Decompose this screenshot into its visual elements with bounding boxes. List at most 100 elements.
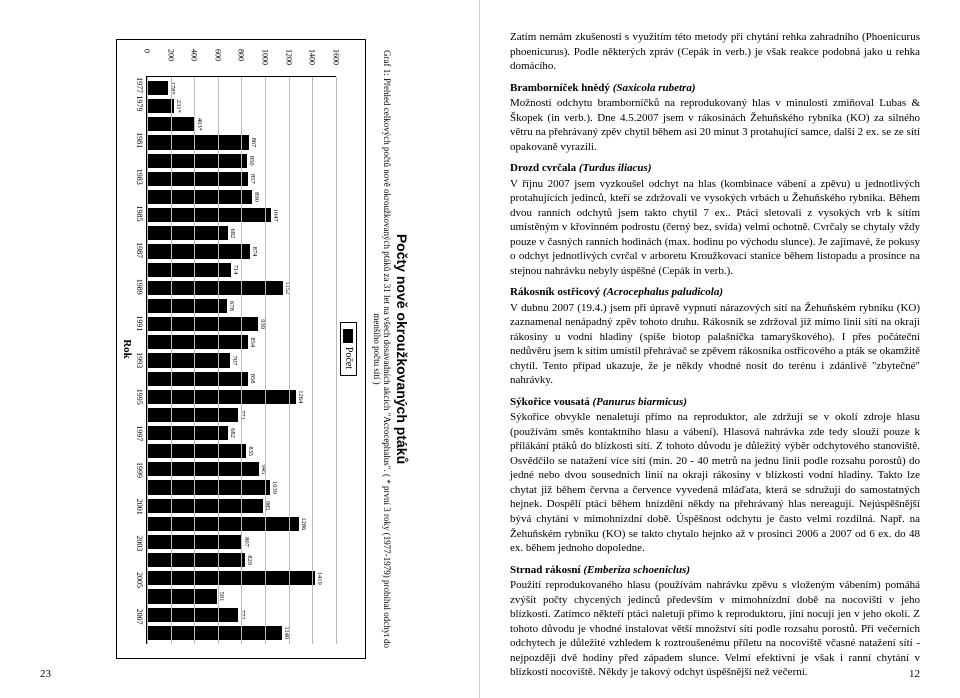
bar-value-label: 714	[233, 265, 240, 275]
x-tick	[135, 113, 146, 131]
page-number-left: 23	[40, 668, 51, 680]
bar-value-label: 867	[251, 138, 258, 148]
species-heading: Strnad rákosní (Emberiza schoeniclus)	[510, 563, 920, 578]
bar-value-label: 1419	[316, 572, 323, 585]
bar-value-label: 591	[218, 592, 225, 602]
x-axis-label: Rok	[121, 50, 133, 648]
x-axis: 1977197919811983198519871989199119931995…	[135, 76, 146, 644]
species-latin-name: (Panurus biarmicus)	[593, 396, 687, 408]
bar-value-label: 678	[229, 301, 236, 311]
page-left: Počty nově okroužkovaných ptáků Graf 1: …	[0, 0, 480, 698]
x-tick: 1985	[135, 204, 146, 222]
x-tick: 1981	[135, 131, 146, 149]
species-common-name: Rákosník ostřicový	[510, 286, 603, 298]
bar-value-label: 231*	[176, 100, 183, 113]
bar	[147, 172, 248, 186]
bar-value-label: 835	[247, 446, 254, 456]
bar-value-label: 807	[244, 537, 251, 547]
bar-value-label: 854	[249, 337, 256, 347]
y-tick: 1600	[332, 49, 341, 65]
bar	[147, 81, 168, 95]
species-body: Možnosti odchytu bramborníčků na reprodu…	[510, 96, 920, 154]
x-tick	[135, 553, 146, 571]
species-body: V říjnu 2007 jsem vyzkoušel odchyt na hl…	[510, 177, 920, 279]
bar-value-label: 890	[254, 192, 261, 202]
bar	[147, 444, 246, 458]
bar	[147, 335, 248, 349]
page-number-right: 12	[909, 668, 920, 680]
x-tick: 1987	[135, 241, 146, 259]
x-tick	[135, 443, 146, 461]
plot-area: 178*231*403*8678508578901047682874714115…	[146, 76, 336, 644]
bar	[147, 281, 283, 295]
x-tick: 2003	[135, 534, 146, 552]
species-body: Sýkořice obvykle nenaletují přímo na rep…	[510, 410, 920, 555]
x-tick: 1989	[135, 278, 146, 296]
x-tick: 2005	[135, 571, 146, 589]
bar-value-label: 874	[252, 247, 259, 257]
bar	[147, 154, 247, 168]
chart-legend: Počet	[340, 322, 357, 376]
bar	[147, 244, 250, 258]
legend-swatch	[344, 329, 354, 343]
bar-value-label: 707	[232, 356, 239, 366]
gridline	[336, 77, 337, 644]
species-common-name: Bramborníček hnědý	[510, 82, 613, 94]
species-heading: Bramborníček hnědý (Saxicola rubetra)	[510, 81, 920, 96]
x-tick	[135, 186, 146, 204]
species-common-name: Sýkořice vousatá	[510, 396, 593, 408]
x-tick: 1977	[135, 76, 146, 94]
species-heading: Drozd cvrčala (Turdus iliacus)	[510, 161, 920, 176]
species-body: V dubnu 2007 (19.4.) jsem při úpravě vyp…	[510, 301, 920, 388]
bar	[147, 426, 228, 440]
species-common-name: Strnad rákosní	[510, 564, 583, 576]
species-common-name: Drozd cvrčala	[510, 162, 579, 174]
y-tick: 1400	[308, 49, 317, 65]
x-tick: 1999	[135, 461, 146, 479]
species-heading: Sýkořice vousatá (Panurus biarmicus)	[510, 395, 920, 410]
x-tick: 1997	[135, 424, 146, 442]
bar	[147, 608, 238, 622]
x-tick	[135, 626, 146, 644]
x-tick	[135, 333, 146, 351]
bar	[147, 190, 252, 204]
x-tick	[135, 223, 146, 241]
chart-container: Počty nově okroužkovaných ptáků Graf 1: …	[116, 39, 410, 659]
species-body: Použití reprodukovaného hlasu (používám …	[510, 578, 920, 680]
y-tick: 0	[143, 49, 152, 53]
page-right: Zatím nemám zkušenosti s využitím této m…	[480, 0, 960, 698]
x-tick: 1991	[135, 314, 146, 332]
species-latin-name: (Turdus iliacus)	[579, 162, 652, 174]
bar	[147, 135, 249, 149]
bar-value-label: 1286	[300, 517, 307, 530]
x-tick	[135, 259, 146, 277]
bar	[147, 372, 248, 386]
bar	[147, 208, 271, 222]
species-latin-name: (Saxicola rubetra)	[613, 82, 696, 94]
x-tick	[135, 149, 146, 167]
bar	[147, 226, 228, 240]
bar	[147, 553, 245, 567]
x-tick	[135, 479, 146, 497]
bar-value-label: 858	[250, 374, 257, 384]
x-tick: 2007	[135, 608, 146, 626]
bar-value-label: 1264	[298, 390, 305, 403]
y-tick: 1000	[261, 49, 270, 65]
y-tick: 600	[214, 49, 223, 61]
species-latin-name: (Acrocephalus paludicola)	[603, 286, 723, 298]
bar	[147, 299, 227, 313]
y-tick: 400	[190, 49, 199, 61]
y-tick: 200	[167, 49, 176, 61]
bar-value-label: 403*	[196, 118, 203, 131]
y-tick: 1200	[285, 49, 294, 65]
bar	[147, 589, 217, 603]
x-tick	[135, 406, 146, 424]
x-tick: 1983	[135, 168, 146, 186]
y-tick: 800	[237, 49, 246, 61]
x-tick	[135, 589, 146, 607]
bar-value-label: 857	[250, 174, 257, 184]
sections-container: Bramborníček hnědý (Saxicola rubetra)Mož…	[510, 81, 920, 680]
chart-caption: Graf 1: Přehled celkových počtů nově okr…	[372, 39, 392, 659]
x-tick: 1995	[135, 388, 146, 406]
legend-label: Počet	[343, 347, 354, 369]
